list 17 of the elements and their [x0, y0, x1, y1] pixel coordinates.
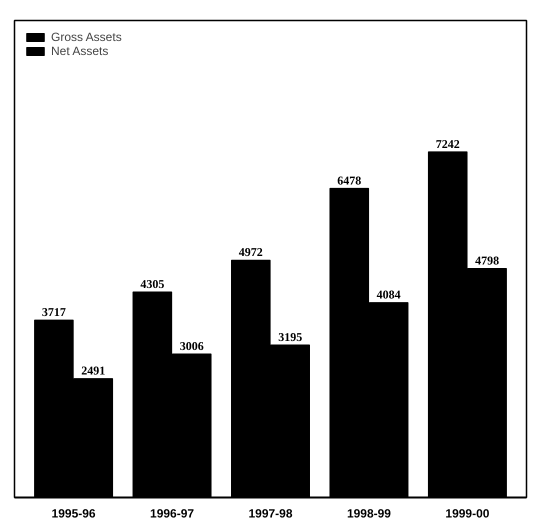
x-tick-label: 1995-96 — [52, 506, 96, 520]
data-label: 6478 — [337, 173, 362, 188]
x-tick-label: 1997-98 — [248, 506, 293, 520]
legend-label: Net Assets — [51, 44, 108, 58]
data-label: 4305 — [140, 277, 164, 292]
data-label: 4084 — [376, 288, 401, 302]
data-label: 4798 — [475, 253, 500, 268]
data-label: 2491 — [81, 364, 106, 378]
data-label: 3195 — [278, 330, 302, 344]
data-label: 3006 — [180, 339, 204, 354]
x-tick-label: 1999-00 — [445, 506, 490, 520]
x-tick-label: 1996-97 — [150, 506, 194, 520]
data-label: 3717 — [42, 305, 66, 320]
legend-label: Gross Assets — [51, 30, 122, 44]
x-tick-label: 1998-99 — [346, 506, 392, 520]
data-label: 4972 — [238, 245, 263, 260]
data-label: 7242 — [436, 136, 460, 151]
